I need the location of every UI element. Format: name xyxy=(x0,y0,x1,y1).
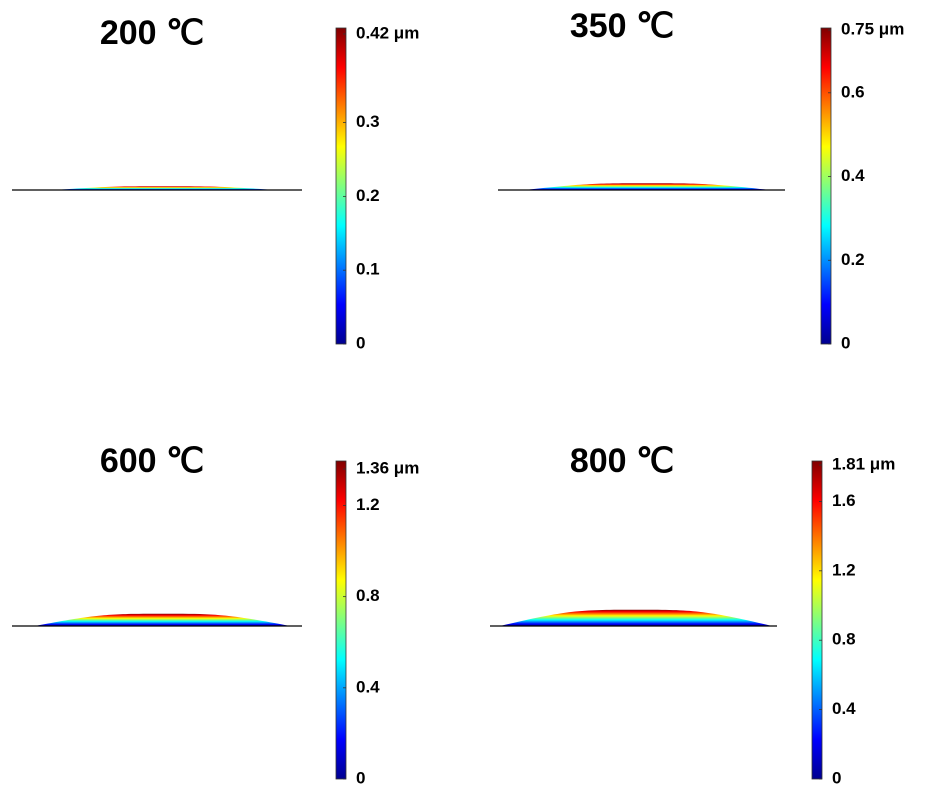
panel-title: 600 ℃ xyxy=(100,442,204,480)
colorbar-tick-label: 0.6 xyxy=(841,82,865,101)
colorbar-tick-label: 0.3 xyxy=(356,112,380,131)
colorbar-tick-label: 0.4 xyxy=(841,166,865,185)
droplet xyxy=(500,609,772,626)
colorbar xyxy=(820,27,832,345)
colorbar-tick-label: 0 xyxy=(832,768,841,787)
colorbar-tick-label: 0 xyxy=(841,333,850,352)
droplet xyxy=(35,613,290,626)
droplet xyxy=(55,186,275,190)
colorbar-tick-label: 0.4 xyxy=(356,677,380,696)
colorbar-tick-label: 0 xyxy=(356,768,365,787)
colorbar-tick-label: 0.8 xyxy=(832,630,856,649)
colorbar-tick-label: 1.6 xyxy=(832,491,856,510)
colorbar-tick-label: 0.1 xyxy=(356,260,380,279)
colorbar-tick-label: 0.75 μm xyxy=(841,19,904,38)
panel-title: 350 ℃ xyxy=(570,7,674,45)
colorbar-tick-label: 1.2 xyxy=(832,560,856,579)
colorbar-tick-label: 1.2 xyxy=(356,495,380,514)
panel-title: 800 ℃ xyxy=(570,442,674,480)
colorbar-tick-label: 0.4 xyxy=(832,699,856,718)
droplet xyxy=(525,183,770,190)
colorbar-tick-label: 1.36 μm xyxy=(356,458,419,477)
colorbar xyxy=(811,460,823,780)
colorbar-tick-label: 0.8 xyxy=(356,586,380,605)
colorbar xyxy=(335,460,347,780)
colorbar-tick-label: 0 xyxy=(356,333,365,352)
colorbar-tick-label: 0.2 xyxy=(841,250,865,269)
colorbar-tick-label: 0.42 μm xyxy=(356,23,419,42)
colorbar-tick-label: 1.81 μm xyxy=(832,454,895,473)
colorbar xyxy=(335,27,347,345)
panel-title: 200 ℃ xyxy=(100,14,204,52)
colorbar-tick-label: 0.2 xyxy=(356,186,380,205)
